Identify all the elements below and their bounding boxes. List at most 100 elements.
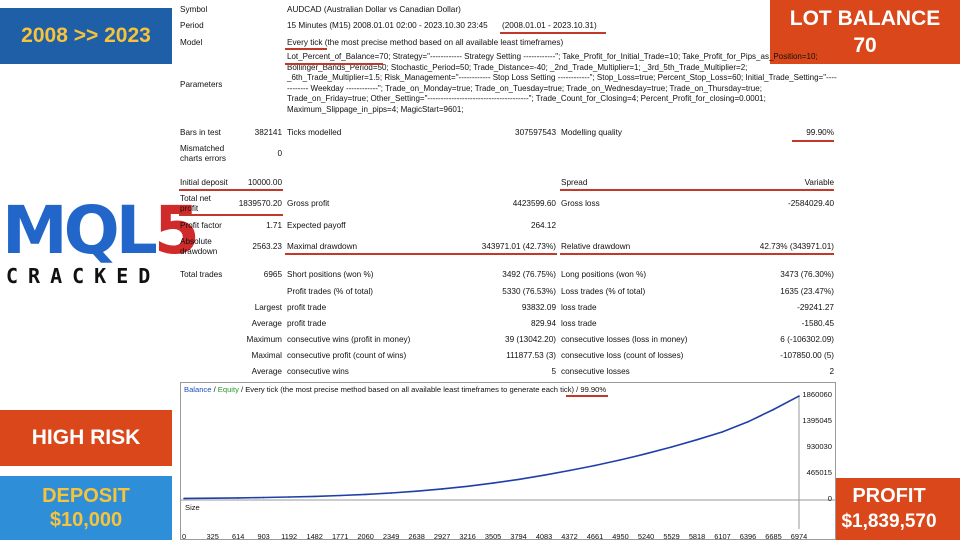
chart-legend: Balance / Equity / Every tick (the most … (184, 385, 606, 394)
model-value: Every tick (the most precise method base… (287, 38, 564, 47)
balance-point (390, 492, 392, 494)
avg-cons-wins-value: 5 (551, 367, 556, 376)
period-badge-text: 2008 >> 2023 (21, 24, 151, 47)
largest-profit-value: 93832.09 (521, 303, 556, 312)
maximal-loss-value: -107850.00 (5) (780, 351, 834, 360)
balance-point (183, 497, 185, 500)
gross-loss-value: -2584029.40 (788, 199, 834, 208)
balance-point (798, 395, 800, 397)
avg-cons-wins-label: consecutive wins (287, 367, 349, 376)
quality-label: Modelling quality (561, 128, 622, 137)
period-value: 15 Minutes (M15) 2008.01.01 02:00 - 2023… (287, 21, 488, 30)
balance-point (262, 496, 265, 499)
profit-trades-label: Profit trades (% of total) (287, 287, 374, 296)
x-tick-label: 614 (231, 532, 245, 540)
size-label: Size (185, 503, 200, 512)
x-tick-label: 4372 (561, 532, 578, 540)
gross-loss-label: Gross loss (561, 199, 600, 208)
parameters-text: Lot_Percent_of_Balance=70; Strategy="---… (287, 52, 837, 114)
quality-underline (792, 140, 834, 142)
ticks-value: 307597543 (515, 128, 556, 137)
x-tick-label: 4083 (535, 532, 553, 540)
total-trades-value: 6965 (263, 270, 282, 279)
short-label: Short positions (won %) (287, 270, 374, 279)
abs-dd-value: 2563.23 (252, 242, 282, 251)
max-cons-losses-value: 6 (-106302.09) (780, 335, 834, 344)
balance-point (364, 493, 367, 496)
profit-amount: $1,839,570 (841, 511, 937, 532)
x-tick-label: 1482 (306, 532, 323, 540)
deposit-amount: $10,000 (49, 509, 123, 531)
parameters-label: Parameters (180, 80, 223, 89)
legend-desc: / Every tick (the most precise method ba… (238, 385, 575, 394)
mql5-logo: MQL5 CRACKED (0, 196, 200, 292)
balance-point (696, 438, 698, 441)
legend-equity: Equity (217, 385, 239, 394)
net-profit-value: 1839570.20 (238, 199, 282, 208)
legend-quality: / 99.90% (574, 385, 607, 394)
model-label: Model (180, 38, 203, 47)
logo-subtitle: CRACKED (6, 264, 161, 288)
period-badge: 2008 >> 2023 (0, 8, 172, 64)
x-tick-label: 2349 (382, 532, 400, 540)
balance-point (441, 488, 443, 490)
x-tick-label: 3216 (459, 532, 476, 540)
y-tick-label: 465015 (806, 468, 832, 477)
high-risk-badge: HIGH RISK (0, 410, 172, 466)
x-tick-label: 1192 (281, 532, 298, 540)
balance-point (619, 459, 622, 461)
balance-point (645, 452, 647, 455)
total-trades-label: Total trades (180, 270, 223, 279)
x-tick-label: 6974 (790, 532, 808, 540)
rel-dd-underline (560, 253, 834, 255)
long-value: 3473 (76.30%) (780, 270, 834, 279)
profit-trades-value: 5330 (76.53%) (502, 287, 556, 296)
balance-point (288, 496, 290, 498)
average-loss-label: loss trade (561, 319, 597, 328)
gross-profit-value: 4423599.60 (512, 199, 556, 208)
balance-point (339, 494, 341, 497)
legend-quality-underline (566, 395, 608, 397)
x-tick-label: 4661 (586, 532, 604, 540)
y-tick-label: 930030 (806, 442, 832, 451)
spread-label: Spread (561, 178, 588, 187)
profit-factor-value: 1.71 (266, 221, 282, 230)
maximal-profit-label: consecutive profit (count of wins) (287, 351, 407, 360)
mismatched-label-2: charts errors (180, 154, 226, 163)
largest-loss-label: loss trade (561, 303, 597, 312)
largest-profit-label: profit trade (287, 303, 327, 312)
x-tick-label: 2060 (357, 532, 374, 540)
rel-dd-label: Relative drawdown (561, 242, 631, 251)
largest-label: Largest (254, 303, 282, 312)
balance-point (772, 408, 775, 411)
model-underline (285, 48, 327, 50)
deposit-badge: DEPOSIT $10,000 (0, 476, 172, 540)
x-tick-label: 6107 (714, 532, 731, 540)
x-tick-label: 3505 (484, 532, 502, 540)
balance-point (543, 474, 545, 477)
mismatched-value: 0 (277, 149, 282, 158)
balance-point (517, 478, 520, 481)
max-dd-value: 343971.01 (42.73%) (481, 242, 556, 251)
balance-point (721, 431, 724, 433)
balance-plot (181, 395, 835, 529)
lot-balance-badge: LOT BALANCE 70 (770, 0, 960, 64)
balance-line (183, 395, 800, 500)
average2-label: Average (251, 367, 282, 376)
symbol-value: AUDCAD (Australian Dollar vs Canadian Do… (287, 5, 461, 14)
x-tick-label: 0 (181, 532, 187, 540)
x-tick-label: 6685 (765, 532, 782, 540)
logo-word: MQL (2, 192, 158, 269)
avg-cons-losses-value: 2 (829, 367, 834, 376)
balance-point (492, 482, 494, 484)
max-cons-wins-label: consecutive wins (profit in money) (287, 335, 411, 344)
bars-label: Bars in test (180, 128, 221, 137)
balance-point (415, 490, 418, 492)
maximum-label: Maximum (246, 335, 282, 344)
deposit-label: DEPOSIT (42, 485, 130, 507)
spread-underline (560, 189, 834, 191)
x-tick-label: 325 (206, 532, 219, 540)
abs-dd-label-2: drawdown (180, 247, 218, 256)
expected-payoff-label: Expected payoff (287, 221, 346, 230)
profit-badge: PROFIT $1,839,570 (818, 478, 960, 540)
